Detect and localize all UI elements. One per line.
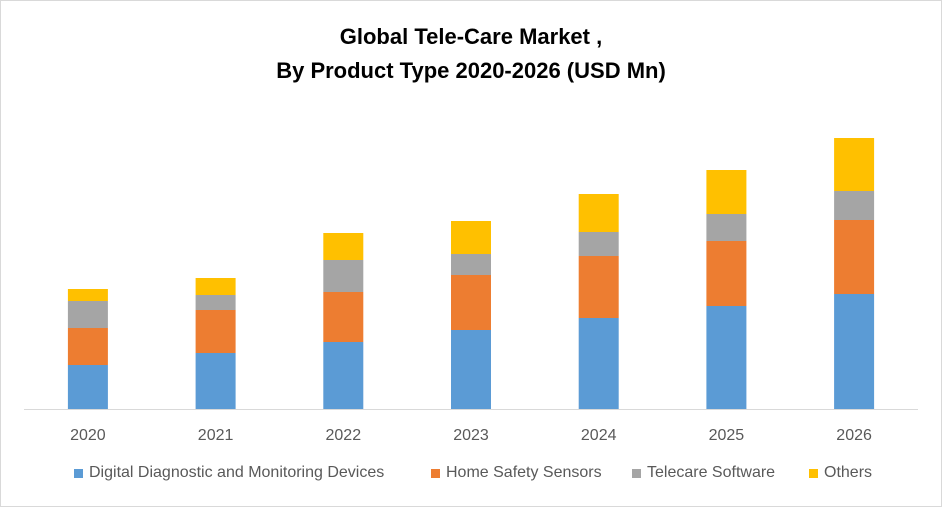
bar-segment-2023-home-safety-sensors [451, 275, 491, 330]
bar-segment-2025-home-safety-sensors [706, 241, 747, 306]
x-tick-label: 2026 [836, 427, 872, 444]
bar-segment-2026-home-safety-sensors [834, 220, 875, 294]
bar-segment-2020-home-safety-sensors [67, 328, 108, 365]
x-tick-label: 2025 [709, 427, 745, 444]
x-tick-label: 2022 [326, 427, 362, 444]
bars-group [67, 138, 875, 409]
bar-segment-2020-digital-diagnostic-and-monitoring-devices [67, 365, 108, 409]
chart-title-line1: Global Tele-Care Market , [339, 24, 603, 49]
legend-swatch [632, 468, 641, 478]
bar-segment-2025-digital-diagnostic-and-monitoring-devices [706, 306, 747, 409]
bar-segment-2024-telecare-software [578, 232, 619, 256]
legend-swatch [809, 468, 818, 478]
bar-segment-2023-telecare-software [451, 254, 491, 275]
bar-segment-2025-telecare-software [706, 214, 747, 241]
x-tick-labels: 2020 2021 2022 2023 2024 2025 2026 [70, 427, 872, 444]
legend-label: Others [824, 464, 873, 481]
x-tick-label: 2021 [198, 427, 234, 444]
bar-segment-2025-others [706, 170, 747, 214]
legend-label: Telecare Software [647, 464, 776, 481]
legend-label: Home Safety Sensors [446, 464, 602, 481]
bar-segment-2022-digital-diagnostic-and-monitoring-devices [323, 342, 364, 409]
legend-label: Digital Diagnostic and Monitoring Device… [89, 464, 385, 481]
bar-segment-2022-home-safety-sensors [323, 292, 364, 342]
bar-segment-2020-telecare-software [67, 301, 108, 328]
bar-segment-2024-digital-diagnostic-and-monitoring-devices [578, 318, 619, 409]
bar-segment-2026-digital-diagnostic-and-monitoring-devices [834, 294, 875, 409]
legend: Digital Diagnostic and Monitoring Device… [0, 464, 942, 488]
x-tick-label: 2023 [453, 427, 489, 444]
legend-item: Telecare Software [632, 464, 775, 482]
x-tick-label: 2020 [70, 427, 106, 444]
bar-segment-2021-telecare-software [195, 295, 236, 310]
chart-subtitle: By Product Type 2020-2026 (USD Mn) [276, 58, 666, 83]
bar-segment-2022-telecare-software [323, 260, 364, 292]
bar-segment-2020-others [67, 289, 108, 301]
bar-segment-2023-digital-diagnostic-and-monitoring-devices [451, 330, 491, 409]
bar-segment-2024-home-safety-sensors [578, 256, 619, 318]
bar-segment-2021-digital-diagnostic-and-monitoring-devices [195, 353, 236, 409]
chart-title: Global Tele-Care Market , By Product Typ… [0, 20, 942, 88]
bar-segment-2026-others [834, 138, 875, 191]
legend-swatch [431, 468, 440, 478]
legend-item: Home Safety Sensors [431, 464, 602, 482]
bar-segment-2021-home-safety-sensors [195, 310, 236, 353]
legend-swatch [74, 468, 83, 478]
bar-segment-2022-others [323, 233, 364, 260]
bar-segment-2024-others [578, 194, 619, 232]
bar-segment-2021-others [195, 278, 236, 295]
legend-item: Others [809, 464, 872, 482]
bar-segment-2026-telecare-software [834, 191, 875, 220]
bar-segment-2023-others [451, 221, 491, 254]
legend-item: Digital Diagnostic and Monitoring Device… [74, 464, 384, 482]
x-tick-label: 2024 [581, 427, 617, 444]
